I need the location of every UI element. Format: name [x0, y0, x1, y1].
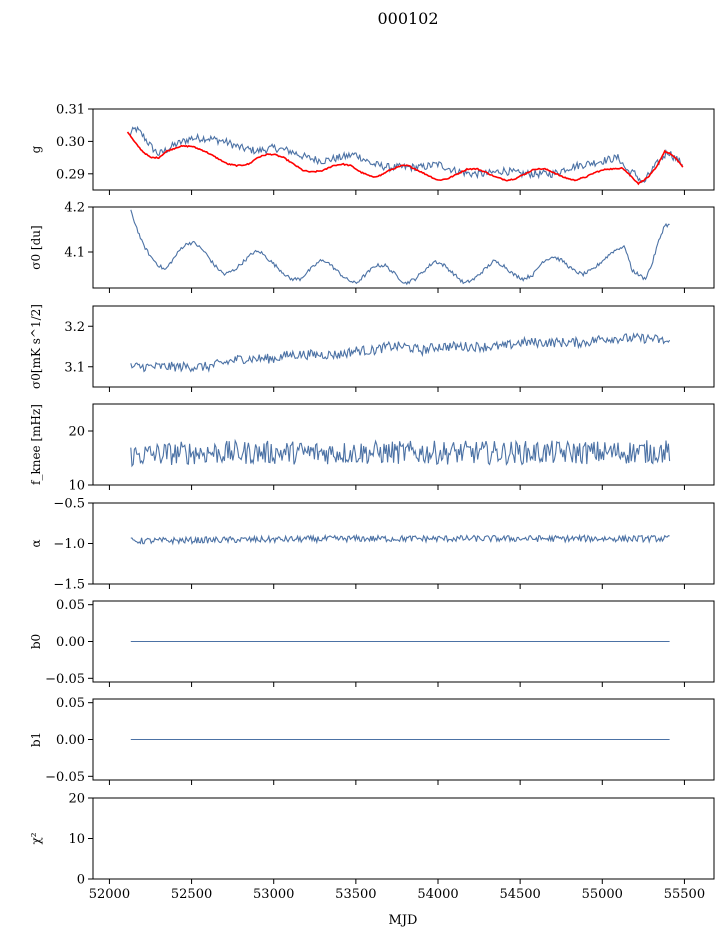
panels: 0.29 0.30 0.31 g 4.1 4.2 σ0 [du] 3.1 3.2 σ0[mK s^…	[29, 103, 715, 902]
y-tick-label: 4.2	[64, 201, 85, 216]
axes-frame	[92, 797, 715, 880]
figure-title: 000102	[377, 9, 438, 28]
y-axis-label: σ0[mK s^1/2]	[29, 304, 43, 389]
y-tick-label: −1.5	[53, 578, 85, 593]
y-tick-label: 3.1	[64, 360, 85, 375]
y-tick-label: 0.29	[56, 167, 85, 182]
panel-b0: −0.05 0.00 0.05 b0	[29, 598, 715, 687]
y-tick-label: 0.05	[56, 696, 85, 711]
y-axis-label: b1	[29, 732, 43, 747]
x-axis-label: MJD	[389, 913, 418, 928]
axes-frame	[92, 206, 715, 289]
series-line	[130, 438, 671, 468]
panel-sigma0_mk: 3.1 3.2 σ0[mK s^1/2]	[29, 304, 715, 392]
x-tick-label: 53000	[253, 887, 294, 902]
y-tick-label: 0.30	[56, 135, 85, 150]
y-tick-label: −0.05	[45, 672, 85, 687]
y-tick-label: 20	[68, 792, 85, 807]
y-axis-label: f_knee [mHz]	[29, 404, 43, 485]
axes-frame	[92, 502, 715, 585]
y-axis-label: g	[29, 145, 43, 153]
axes-frame	[92, 403, 715, 486]
series-line	[130, 209, 670, 286]
y-tick-label: 0	[77, 873, 85, 888]
y-axis-label: σ0 [du]	[29, 225, 43, 269]
panel-alpha: −1.5 −1.0 −0.5 α	[29, 497, 715, 593]
x-tick-label: 55000	[582, 887, 623, 902]
panel-g: 0.29 0.30 0.31 g	[29, 103, 715, 195]
y-axis-label: b0	[29, 634, 43, 649]
y-tick-label: −0.05	[45, 770, 85, 785]
x-tick-label: 52000	[89, 887, 130, 902]
y-tick-label: 3.2	[64, 320, 85, 335]
y-tick-label: 0.31	[56, 103, 85, 118]
x-tick-label: 54500	[499, 887, 540, 902]
y-tick-label: 0.00	[56, 635, 85, 650]
fit-line	[126, 131, 684, 186]
y-tick-label: 10	[68, 479, 85, 494]
x-tick-label: 54000	[417, 887, 458, 902]
axes-frame	[92, 305, 715, 388]
y-tick-label: −0.5	[53, 497, 85, 512]
y-tick-label: 20	[68, 425, 85, 440]
x-tick-label: 53500	[335, 887, 376, 902]
y-axis-label: α	[29, 539, 43, 547]
y-axis-label: χ²	[29, 832, 43, 844]
y-tick-label: 0.00	[56, 733, 85, 748]
y-tick-label: 4.1	[64, 246, 85, 261]
panel-fknee: 10 20 f_knee [mHz]	[29, 403, 715, 494]
x-tick-label: 55500	[664, 887, 705, 902]
axes-frame	[92, 108, 715, 191]
panel-sigma0_du: 4.1 4.2 σ0 [du]	[29, 201, 715, 293]
series-line	[128, 125, 684, 183]
x-tick-label: 52500	[171, 887, 212, 902]
series-line	[130, 332, 671, 373]
y-tick-label: −1.0	[53, 537, 85, 552]
series-line	[130, 533, 670, 546]
panel-chi2: 0 10 20 52000 52500 53000 53500 54000 54500 55000…	[29, 792, 715, 902]
y-tick-label: 0.05	[56, 598, 85, 613]
y-tick-label: 10	[68, 832, 85, 847]
panel-b1: −0.05 0.00 0.05 b1	[29, 696, 715, 785]
